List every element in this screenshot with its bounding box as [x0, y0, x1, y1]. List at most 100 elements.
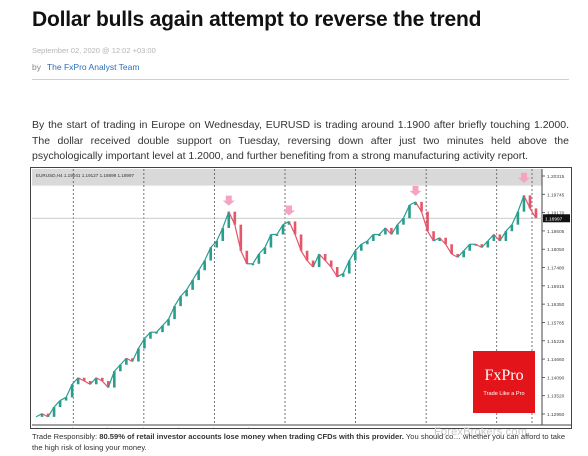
x-tick-label: 27 Aug 12:00 [483, 427, 511, 429]
x-tick-label: 5 Aug 12:00 [273, 427, 298, 429]
price-candle [70, 384, 74, 398]
article-date: September 02, 2020 @ 12:02 +03:00 [32, 46, 156, 55]
y-tick-label: 1.19745 [547, 192, 565, 198]
price-candle [76, 377, 80, 385]
price-candle [462, 250, 466, 258]
price-candle [390, 227, 393, 235]
peak-arrow-icon [222, 195, 235, 206]
price-candle [143, 338, 146, 349]
y-tick-label: 1.18050 [547, 247, 565, 253]
price-candle [396, 224, 399, 235]
x-tick-label: 31 Jul 20:00 [237, 427, 262, 429]
x-tick-label: 17 Jul 04:00 [96, 427, 121, 429]
x-tick-label: 1 Sep 04:00 [520, 427, 545, 429]
price-candle [510, 224, 514, 232]
disclaimer-rest: You should co… whether you can afford to… [32, 432, 566, 452]
y-tick-label: 1.14090 [547, 375, 565, 381]
price-candle [179, 296, 182, 307]
price-candle [245, 250, 249, 264]
price-candle [498, 234, 502, 241]
price-candle [384, 227, 387, 235]
price-candle [323, 254, 327, 261]
x-tick-label: 29 Jul 04:00 [202, 427, 227, 429]
price-candle [215, 240, 219, 248]
price-candle [341, 273, 345, 277]
price-candle [504, 231, 508, 241]
article-paragraph: By the start of trading in Europe on Wed… [32, 119, 569, 163]
price-candle [52, 407, 56, 417]
price-candle [173, 306, 176, 320]
price-candle [257, 254, 261, 264]
x-tick-label: 24 Aug 20:00 [448, 427, 476, 429]
price-candle [233, 211, 237, 225]
price-candle [311, 260, 315, 268]
y-tick-label: 1.19170 [547, 211, 565, 217]
price-candle [185, 289, 188, 297]
price-chart: EURUSD,H4 1.19041 1.19127 1.18899 1.1899… [30, 167, 572, 429]
author-link[interactable]: The FxPro Analyst Team [46, 62, 140, 72]
price-candle [251, 263, 255, 266]
price-candle [480, 244, 484, 248]
price-candle [420, 201, 423, 212]
y-tick-label: 1.15785 [547, 320, 565, 326]
price-candle [474, 244, 478, 246]
price-candle [125, 358, 128, 365]
price-candle [281, 224, 285, 235]
price-candle [221, 227, 225, 241]
x-tick-label: 12 Aug 20:00 [342, 427, 370, 429]
price-candle [167, 319, 170, 326]
peak-arrow-icon [283, 205, 296, 216]
price-candle [46, 413, 50, 417]
fxpro-logo-badge[interactable]: FxPro Trade Like a Pro [473, 351, 535, 413]
price-candle [58, 400, 62, 408]
divider [32, 79, 569, 80]
disclaimer-bold: 80.59% of retail investor accounts lose … [99, 432, 404, 441]
price-candle [528, 195, 532, 209]
byline-prefix: by [32, 62, 41, 72]
price-candle [522, 195, 526, 212]
y-tick-label: 1.18605 [547, 229, 565, 235]
price-candle [149, 332, 152, 339]
price-candle [335, 267, 339, 277]
price-candle [299, 234, 303, 251]
price-candle [239, 224, 243, 251]
peak-arrow-icon [517, 172, 530, 183]
x-tick-label: 9 Jul 2020 [30, 427, 49, 429]
price-candle [287, 221, 291, 225]
price-candle [408, 205, 411, 219]
current-price-tag [543, 214, 570, 223]
y-tick-label: 1.12950 [547, 412, 565, 418]
price-candle [293, 221, 297, 235]
price-candle [360, 244, 363, 251]
disclaimer-prefix: Trade Responsibly: [32, 432, 100, 441]
current-price-label: 1.18997 [545, 216, 563, 222]
x-tick-label: 10 Aug 04:00 [307, 427, 335, 429]
price-candle [492, 234, 496, 241]
fxpro-tagline: Trade Like a Pro [483, 391, 525, 397]
price-candle [366, 240, 369, 245]
price-candle [209, 247, 212, 261]
price-candle [94, 377, 98, 385]
y-tick-label: 1.13520 [547, 394, 565, 400]
price-candle [402, 218, 405, 225]
chart-svg: EURUSD,H4 1.19041 1.19127 1.18899 1.1899… [30, 167, 572, 429]
article-title: Dollar bulls again attempt to reverse th… [32, 8, 482, 31]
price-candle [197, 270, 200, 281]
price-candle [82, 377, 86, 382]
price-candle [347, 260, 351, 274]
price-candle [486, 240, 490, 248]
price-candle [263, 247, 267, 255]
price-candle [191, 280, 194, 290]
price-candle [119, 364, 122, 372]
price-candle [227, 211, 231, 228]
price-candle [113, 371, 116, 388]
price-candle [88, 381, 92, 385]
price-candle [426, 211, 429, 232]
y-tick-label: 1.15225 [547, 339, 565, 345]
price-candle [444, 237, 447, 245]
byline: by The FxPro Analyst Team [32, 62, 139, 72]
price-candle [100, 377, 104, 382]
price-candle [414, 201, 417, 206]
risk-disclaimer: Trade Responsibly: 80.59% of retail inve… [32, 431, 572, 453]
price-candle [131, 358, 134, 362]
